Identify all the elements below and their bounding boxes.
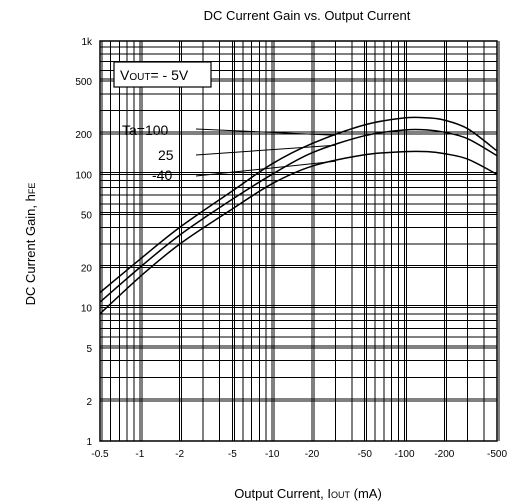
x-tick-label: -1 — [135, 449, 144, 460]
y-axis-label: DC Current Gain, hFE — [23, 183, 38, 306]
y-tick-label: 2 — [86, 397, 92, 408]
y-tick-label: 20 — [81, 264, 93, 275]
series-line-2 — [99, 128, 498, 303]
y-tick-label: 1 — [86, 437, 92, 448]
x-tick-label: -50 — [357, 449, 372, 460]
x-tick-label: -200 — [434, 449, 454, 460]
y-tick-label: 5 — [86, 344, 92, 355]
series-label-1: Ta=100 — [122, 122, 169, 138]
y-tick-label: 200 — [75, 130, 92, 141]
x-tick-label: -10 — [265, 449, 280, 460]
series-label-3: -40 — [152, 167, 172, 183]
series-lines — [99, 116, 498, 315]
leader-line-3 — [195, 160, 336, 177]
y-tick-label: 500 — [75, 77, 92, 88]
condition-label: VOUT= - 5V — [120, 67, 189, 83]
x-tick-label: -5 — [228, 449, 237, 460]
y-tick-label: 50 — [81, 210, 93, 221]
x-tick-label: -100 — [394, 449, 414, 460]
y-tick-label: 100 — [75, 170, 92, 181]
x-tick-label: -500 — [487, 449, 507, 460]
series-label-2: 25 — [158, 147, 174, 163]
x-tick-label: -0.5 — [91, 449, 109, 460]
y-tick-label: 10 — [81, 304, 93, 315]
annotations: VOUT= - 5V Ta=100 25 -40 — [113, 61, 336, 183]
series-line-3 — [99, 150, 498, 315]
condition-box — [113, 61, 212, 88]
x-tick-label: -20 — [305, 449, 320, 460]
leader-line-2 — [195, 144, 336, 156]
plot-frame — [99, 40, 498, 442]
chart-title: DC Current Gain vs. Output Current — [204, 8, 411, 23]
x-tick-label: -2 — [175, 449, 184, 460]
y-tick-label: 1k — [81, 37, 93, 48]
tick-labels: -0.5 -1 -2 -5 -10 -20 -50 -100 -200 -500125102050… — [75, 37, 507, 460]
x-axis-label: Output Current, IOUT (mA) — [234, 486, 382, 501]
series-line-1 — [99, 116, 498, 294]
grid — [99, 40, 500, 442]
leader-line-1 — [195, 128, 336, 136]
